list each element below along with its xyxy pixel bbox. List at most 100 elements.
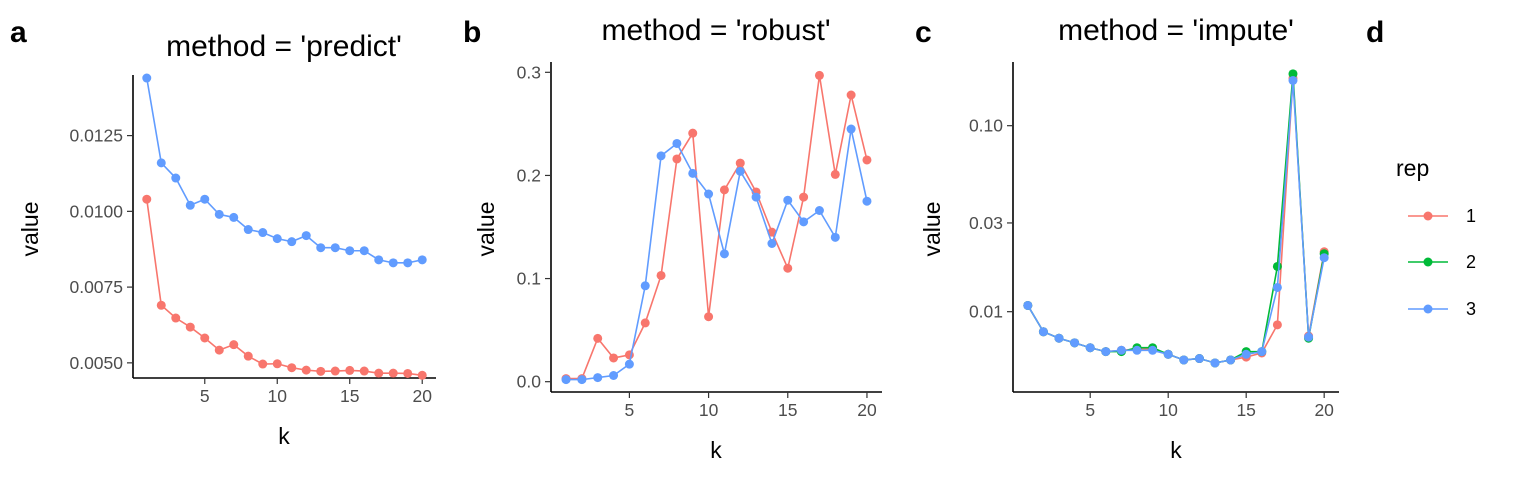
panel-c-x-tick-label: 20 bbox=[1314, 400, 1334, 420]
panel-a-series-3-point bbox=[229, 212, 239, 222]
panel-a-x-tick-label: 5 bbox=[200, 386, 210, 406]
panel-a-y-tick-label: 0.0075 bbox=[69, 277, 123, 297]
panel-a-series-1-point bbox=[185, 322, 195, 332]
legend-key-dot-3 bbox=[1423, 304, 1433, 314]
panel-a-series-3-point bbox=[374, 255, 384, 265]
panel-b-series-3-point bbox=[656, 151, 666, 161]
panel-b-series-3-point bbox=[783, 195, 793, 205]
panel-c-series-3-point bbox=[1304, 332, 1314, 342]
panel-b-x-tick-label: 15 bbox=[778, 400, 797, 420]
panel-a-series-1-point bbox=[374, 368, 384, 378]
legend-label-3: 3 bbox=[1466, 299, 1476, 319]
panel-c-x-tick-label: 15 bbox=[1236, 400, 1255, 420]
panel-b-series-1-point bbox=[609, 353, 619, 363]
panel-b-series-1-point bbox=[593, 333, 603, 343]
panel-a-series-1-point bbox=[272, 359, 282, 369]
panel-b-series-1-point bbox=[688, 128, 698, 138]
panel-b-series-1-point bbox=[672, 154, 682, 164]
panel-a-series-1-point bbox=[301, 365, 311, 375]
panel-a-series-1-line bbox=[145, 199, 423, 377]
panel-a-series-1-point bbox=[214, 345, 224, 355]
legend-key-dot-2 bbox=[1423, 257, 1433, 267]
panel-c-series-3-point bbox=[1257, 347, 1267, 357]
panel-b-y-tick-label: 0.0 bbox=[517, 372, 542, 392]
panel-b-ylabel: value bbox=[473, 202, 499, 257]
panel-a-series-1-point bbox=[316, 366, 326, 376]
panel-a-y-tick-label: 0.0125 bbox=[69, 126, 123, 146]
panel-c-series-3-point bbox=[1241, 349, 1251, 359]
legend-item-2: 2 bbox=[1408, 252, 1476, 272]
panel-c-series-3-point bbox=[1148, 345, 1158, 355]
panel-tag-a: a bbox=[10, 16, 27, 49]
panel-a-title: method = 'predict' bbox=[166, 30, 402, 63]
panel-b-series-3-point bbox=[593, 373, 603, 383]
panel-a-series-1-point bbox=[417, 370, 427, 380]
panel-b-series-3-point bbox=[799, 217, 809, 227]
panel-a-series-1-point bbox=[156, 300, 166, 310]
panel-tag-b: b bbox=[463, 16, 481, 49]
panel-a-series-3-point bbox=[258, 228, 268, 238]
panel-a-series-3-point bbox=[287, 237, 297, 247]
panel-b-series-1-point bbox=[814, 70, 824, 80]
panel-b-series-1-point bbox=[799, 192, 809, 202]
panel-b-series-3-point bbox=[672, 138, 682, 148]
panel-b-series-3-point bbox=[688, 168, 698, 178]
panel-b-series-1-point bbox=[704, 312, 714, 322]
panel-a-series-3-point bbox=[185, 200, 195, 210]
panel-c-series-3-line bbox=[1027, 80, 1325, 364]
panel-tag-c: c bbox=[915, 16, 932, 49]
panel-tag-d: d bbox=[1366, 16, 1384, 49]
panel-b-series-1-point bbox=[783, 263, 793, 273]
panel-b-y-tick-label: 0.2 bbox=[517, 165, 541, 185]
panel-b-series-3-point bbox=[814, 206, 824, 215]
panel-b-title: method = 'robust' bbox=[601, 14, 830, 47]
panel-a-series-1-point bbox=[142, 194, 152, 204]
panel-c-series-3-point bbox=[1038, 327, 1048, 337]
panel-b-series-3-point bbox=[577, 375, 587, 385]
panel-a-ylabel: value bbox=[17, 202, 43, 257]
panel-a-plot: 5 10 15 20 0.0050 0.0075 0.0100 0.0125 bbox=[69, 73, 436, 406]
panel-a-x-tick-label: 20 bbox=[412, 386, 432, 406]
panel-b-series-1-point bbox=[830, 169, 840, 179]
panel-b-series-1-point bbox=[735, 158, 745, 168]
panel-b-x-tick-label: 10 bbox=[699, 400, 719, 420]
panel-c-series-2-point bbox=[1288, 69, 1298, 79]
legend: rep 1 2 3 bbox=[1396, 155, 1476, 319]
panel-c-xlabel: k bbox=[1170, 437, 1182, 463]
panel-a-x-tick-label: 10 bbox=[268, 386, 288, 406]
panel-a-series-1-point bbox=[229, 340, 239, 350]
panel-a-series-3-point bbox=[214, 209, 224, 219]
panel-a-series-3-point bbox=[156, 158, 166, 168]
panel-a-series-3-point bbox=[301, 231, 311, 241]
panel-a-series-1-point bbox=[200, 333, 210, 343]
panel-b-xlabel: k bbox=[710, 437, 722, 463]
panel-b-series-1-point bbox=[719, 185, 729, 195]
panel-a-series-1-point bbox=[243, 351, 253, 361]
panel-a-series-3-point bbox=[417, 255, 427, 265]
panel-c-x-tick-label: 10 bbox=[1158, 400, 1178, 420]
panel-c-series-3-point bbox=[1054, 333, 1064, 343]
panel-a-series-3-point bbox=[359, 246, 369, 256]
panel-a-series-3-point bbox=[171, 173, 181, 183]
panel-c-series-3-point bbox=[1163, 349, 1173, 359]
panel-a-series-3-point bbox=[403, 258, 413, 268]
panel-c-series-3-point bbox=[1226, 355, 1236, 365]
panel-b-series-3-point bbox=[609, 371, 619, 380]
panel-c-series-3-point bbox=[1023, 300, 1033, 310]
panel-c-x-tick-label: 5 bbox=[1085, 400, 1095, 420]
panel-b-x-tick-label: 5 bbox=[625, 400, 635, 420]
panel-a-series-1-point bbox=[171, 313, 181, 323]
panel-c-y-tick-label: 0.01 bbox=[969, 302, 1003, 322]
panel-c-ylabel: value bbox=[919, 202, 945, 257]
panel-c-series-3-point bbox=[1288, 75, 1298, 85]
panel-c-series-3-point bbox=[1319, 253, 1329, 263]
panel-a-series-1-point bbox=[359, 366, 369, 376]
panel-a-series-1-point bbox=[287, 363, 297, 373]
legend-item-1: 1 bbox=[1408, 206, 1476, 226]
panel-b-series-1-point bbox=[767, 227, 777, 237]
panel-b-series-3-point bbox=[719, 249, 729, 259]
panel-b-x-tick-label: 20 bbox=[857, 400, 877, 420]
panel-a-series-3-point bbox=[200, 194, 210, 204]
panel-c-series-1-point bbox=[1272, 320, 1282, 330]
panel-b-y-tick-label: 0.1 bbox=[517, 269, 541, 289]
